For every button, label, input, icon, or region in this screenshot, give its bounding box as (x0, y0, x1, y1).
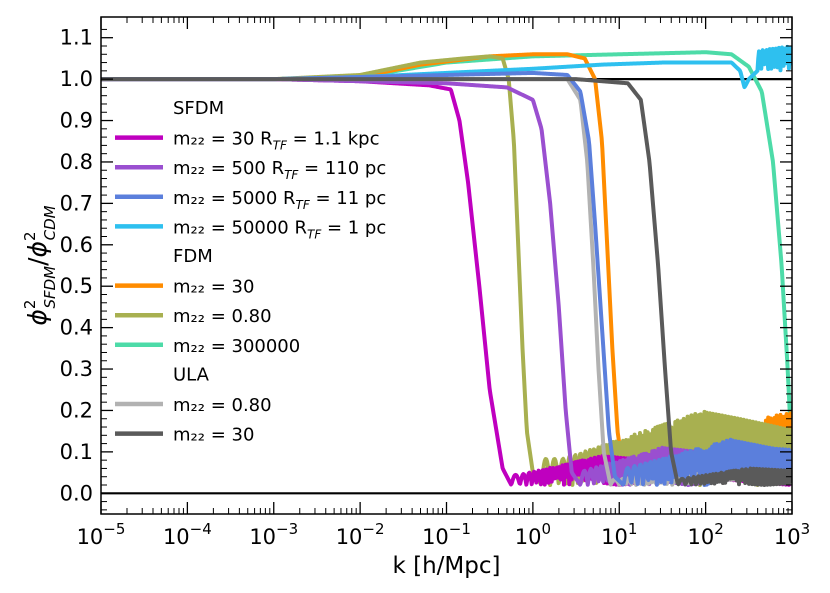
legend-group-title: FDM (173, 246, 213, 267)
y-tick-label: 0.3 (60, 357, 93, 381)
legend-label: m₂₂ = 0.80 (173, 306, 272, 327)
axes: 10−5 10−4 10−3 10−2 10−1 100 101 102 103 0.0 0.1 0.… (21, 16, 810, 579)
series-line-8 (101, 77, 792, 488)
x-tick-label: 102 (687, 520, 723, 549)
y-tick-label: 0.4 (60, 316, 93, 340)
legend: SFDM m₂₂ = 30 RTF = 1.1 kpc m₂₂ = 500 RTF … (115, 98, 386, 446)
x-tick-label: 103 (774, 520, 810, 549)
x-tick-label: 10−5 (77, 520, 126, 549)
series-line-2 (101, 54, 792, 488)
x-tick-label: 10−4 (163, 520, 212, 549)
legend-label: m₂₂ = 30 (173, 277, 254, 298)
legend-group-title: ULA (173, 364, 210, 385)
legend-label: m₂₂ = 30 RTF = 1.1 kpc (173, 129, 379, 153)
legend-label: m₂₂ = 5000 RTF = 11 pc (173, 188, 386, 212)
legend-label: m₂₂ = 300000 (173, 336, 300, 357)
y-tick-label: 0.5 (60, 274, 93, 298)
y-tick-label: 0.1 (60, 440, 93, 464)
legend-label: m₂₂ = 0.80 (173, 395, 272, 416)
legend-label: m₂₂ = 500 RTF = 110 pc (173, 158, 386, 182)
y-tick-label: 0.2 (60, 398, 93, 422)
x-axis-label: k [h/Mpc] (393, 553, 501, 579)
x-tick-label: 10−2 (336, 520, 385, 549)
x-tick-label: 100 (515, 520, 551, 549)
y-tick-label: 0.7 (60, 191, 93, 215)
x-tick-label: 10−1 (422, 520, 471, 549)
y-tick-label: 0.8 (60, 150, 93, 174)
x-tick-label: 10−3 (249, 520, 298, 549)
legend-label: m₂₂ = 50000 RTF = 1 pc (173, 217, 386, 241)
y-tick-label: 1.1 (60, 26, 93, 50)
y-axis-label: ϕ2 SFDM/ϕ2 CDM (21, 205, 59, 325)
x-tick-label: 101 (601, 520, 637, 549)
y-tick-label: 1.0 (60, 67, 93, 91)
series-group (101, 44, 792, 488)
y-tick-label: 0.0 (60, 481, 93, 505)
legend-label: m₂₂ = 30 (173, 425, 254, 446)
legend-group-title: SFDM (173, 98, 224, 119)
y-tick-label: 0.9 (60, 109, 93, 133)
y-tick-label: 0.6 (60, 233, 93, 257)
